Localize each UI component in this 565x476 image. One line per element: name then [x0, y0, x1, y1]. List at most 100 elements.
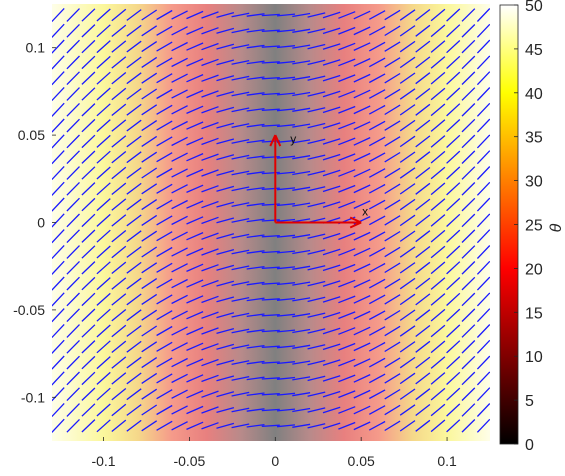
- director-segment: [307, 423, 326, 429]
- director-segment: [216, 75, 235, 82]
- director-segment: [186, 405, 204, 415]
- director-segment: [276, 297, 296, 301]
- director-segment: [141, 104, 158, 116]
- director-segment: [216, 217, 235, 224]
- director-segment: [307, 28, 326, 34]
- director-segment: [353, 405, 371, 415]
- director-segment: [126, 340, 142, 353]
- director-segment: [216, 248, 235, 256]
- director-segment: [81, 71, 96, 85]
- colorbar-tick-label: 5: [525, 393, 534, 410]
- director-segment: [246, 186, 265, 191]
- director-segment: [338, 248, 356, 256]
- director-segment: [353, 389, 371, 399]
- director-segment: [276, 155, 296, 159]
- director-segment: [231, 391, 250, 397]
- director-segment: [96, 371, 111, 385]
- director-segment: [399, 404, 416, 416]
- director-segment: [111, 229, 127, 243]
- director-segment: [81, 324, 96, 338]
- director-segment: [186, 374, 204, 383]
- director-segment: [141, 41, 158, 53]
- director-segment: [476, 371, 490, 386]
- director-segment: [384, 183, 401, 195]
- director-segment: [186, 279, 204, 288]
- director-segment: [446, 87, 461, 101]
- director-segment: [338, 279, 356, 288]
- director-segment: [126, 151, 142, 164]
- director-segment: [415, 230, 431, 243]
- director-segment: [338, 421, 356, 430]
- director-segment: [66, 355, 80, 370]
- director-segment: [384, 278, 401, 289]
- director-segment: [461, 403, 476, 417]
- director-segment: [322, 185, 341, 193]
- director-segment: [461, 245, 476, 259]
- director-segment: [384, 404, 401, 416]
- director-segment: [307, 59, 326, 66]
- director-segment: [307, 328, 326, 334]
- colorbar-label: θ: [548, 223, 565, 232]
- director-segment: [156, 152, 173, 163]
- director-segment: [368, 183, 386, 194]
- director-segment: [231, 375, 250, 381]
- director-segment: [322, 122, 341, 129]
- director-segment: [446, 356, 461, 370]
- director-segment: [415, 277, 431, 290]
- director-segment: [186, 311, 204, 320]
- director-segment: [201, 248, 219, 256]
- director-segment: [156, 262, 173, 273]
- director-segment: [353, 137, 371, 146]
- director-segment: [126, 404, 142, 416]
- director-segment: [216, 106, 235, 113]
- director-segment: [476, 118, 490, 133]
- director-segment: [216, 264, 235, 271]
- director-segment: [171, 26, 188, 36]
- director-segment: [446, 277, 461, 291]
- director-segment: [201, 406, 219, 414]
- director-segment: [476, 23, 490, 38]
- director-segment: [231, 170, 250, 176]
- director-segment: [141, 372, 158, 384]
- director-segment: [307, 91, 326, 97]
- director-segment: [368, 120, 386, 131]
- director-segment: [216, 201, 235, 208]
- director-segment: [415, 8, 431, 22]
- director-segment: [384, 151, 401, 163]
- director-segment: [338, 390, 356, 399]
- director-segment: [156, 183, 173, 194]
- director-segment: [246, 171, 265, 175]
- director-segment: [201, 153, 219, 161]
- director-segment: [66, 118, 80, 133]
- director-segment: [353, 279, 371, 288]
- director-segment: [307, 122, 326, 129]
- director-segment: [171, 405, 188, 415]
- director-segment: [446, 229, 461, 243]
- director-segment: [476, 150, 490, 165]
- director-segment: [81, 150, 96, 164]
- director-segment: [276, 124, 296, 128]
- director-segment: [292, 44, 311, 49]
- director-segment: [415, 372, 431, 385]
- director-segment: [446, 371, 461, 385]
- director-segment: [246, 234, 265, 239]
- director-segment: [353, 310, 371, 320]
- director-segment: [368, 326, 386, 336]
- director-segment: [231, 186, 250, 192]
- director-segment: [476, 387, 490, 402]
- director-segment: [276, 392, 296, 396]
- director-segment: [246, 92, 265, 96]
- director-segment: [415, 388, 431, 401]
- director-segment: [186, 390, 204, 399]
- director-segment: [476, 355, 490, 370]
- director-segment: [231, 123, 250, 129]
- director-segment: [216, 233, 235, 240]
- director-segment: [353, 342, 371, 352]
- director-segment: [81, 118, 96, 133]
- director-segment: [66, 166, 80, 180]
- director-segment: [430, 198, 446, 211]
- director-segment: [338, 311, 356, 320]
- director-segment: [66, 181, 80, 196]
- director-segment: [246, 376, 265, 381]
- director-segment: [246, 250, 265, 254]
